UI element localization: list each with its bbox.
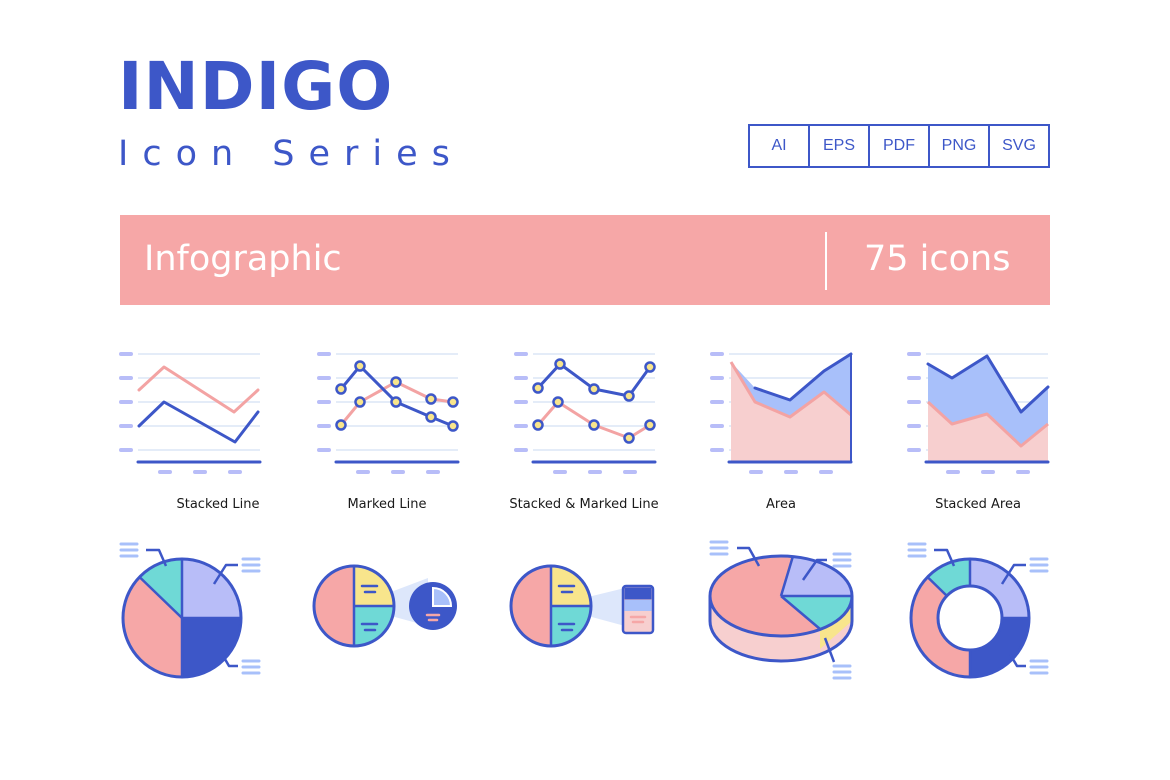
donut-chart-icon	[907, 542, 1049, 679]
format-badge-png: PNG	[928, 124, 990, 168]
category-banner: Infographic 75 icons	[120, 215, 1050, 305]
format-badge-svg: SVG	[988, 124, 1050, 168]
pie-3d-icon	[708, 540, 854, 680]
format-badge-eps: EPS	[808, 124, 870, 168]
stacked-line-icon	[119, 352, 262, 474]
pie-chart-icon	[119, 542, 261, 679]
icon-count: 75 icons	[864, 239, 1011, 279]
icon-label-area: Area	[766, 497, 796, 512]
format-badge-pdf: PDF	[868, 124, 930, 168]
icon-label-stacked-area: Stacked Area	[935, 497, 1021, 512]
banner-divider	[825, 232, 827, 290]
stacked-area-icon	[907, 352, 1050, 474]
marked-line-icon	[317, 352, 460, 474]
icon-label-stacked-marked-line: Stacked & Marked Line	[509, 497, 659, 512]
area-chart-icon	[710, 352, 853, 474]
icon-label-marked-line: Marked Line	[347, 497, 427, 512]
icon-label-stacked-line: Stacked Line	[176, 497, 260, 512]
series-subtitle: Icon Series	[118, 134, 464, 174]
format-badges: AI EPS PDF PNG SVG	[748, 124, 1050, 168]
brand-title: INDIGO	[118, 48, 394, 125]
pie-zoom-card-icon	[509, 564, 655, 648]
pie-zoom-circle-icon	[312, 564, 457, 648]
category-title: Infographic	[144, 239, 342, 279]
format-badge-ai: AI	[748, 124, 810, 168]
stacked-marked-line-icon	[514, 352, 657, 474]
